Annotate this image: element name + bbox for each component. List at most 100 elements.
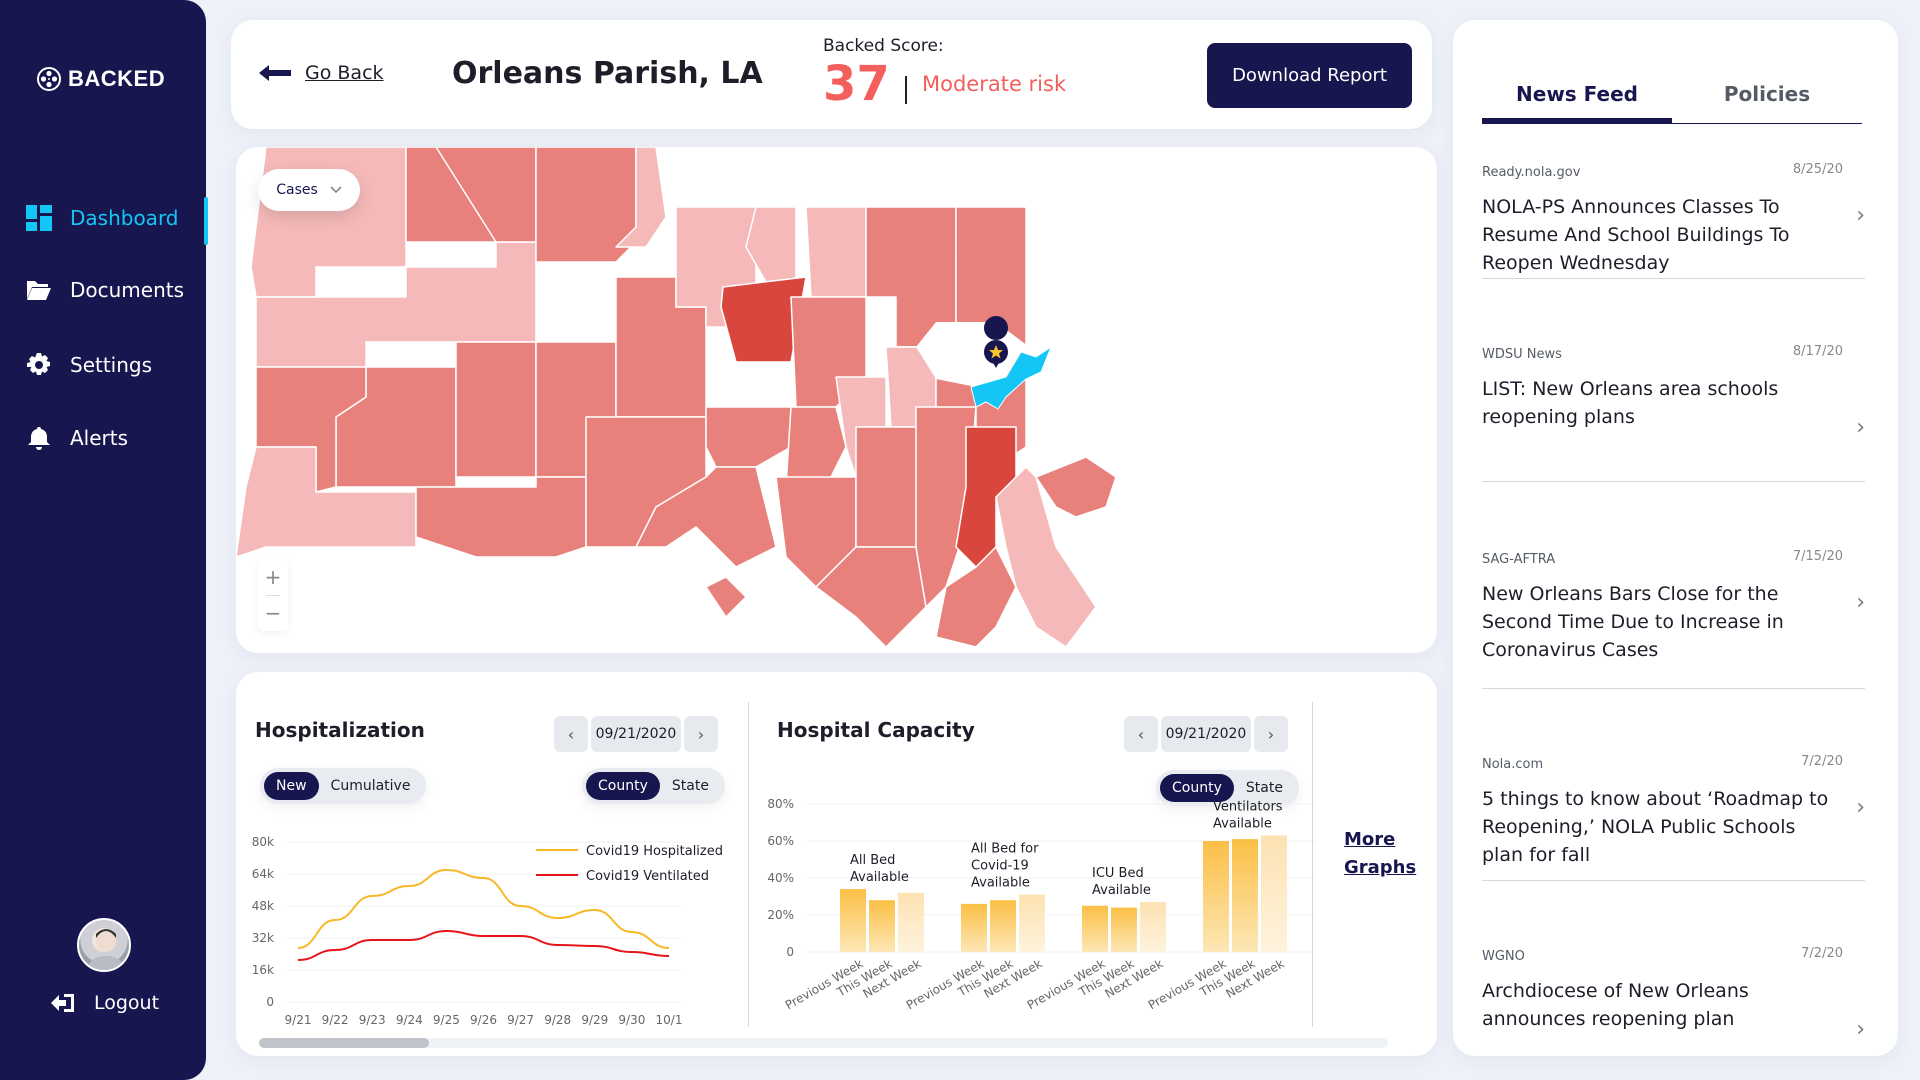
zoom-controls: + − [258, 559, 288, 631]
dashboard-icon [26, 205, 52, 231]
date-picker[interactable]: 09/21/2020 [1161, 716, 1251, 752]
map-card: Cases + − [236, 147, 1437, 653]
tab-policies[interactable]: Policies [1723, 82, 1811, 106]
brand-name: BACKED [68, 66, 166, 91]
metric-dropdown-value: Cases [276, 182, 318, 198]
news-divider [1482, 880, 1865, 881]
tab-news-feed[interactable]: News Feed [1482, 60, 1672, 124]
orleans-parish-selected [970, 345, 1053, 410]
bar [1203, 841, 1229, 952]
bar [1019, 894, 1045, 952]
bar [898, 892, 924, 952]
more-graphs-link[interactable]: More Graphs [1344, 829, 1417, 878]
x-tick-label: 9/23 [359, 1013, 386, 1027]
mode-toggle: New Cumulative [260, 768, 427, 804]
toggle-cumulative[interactable]: Cumulative [330, 778, 411, 794]
group-label: ICU Bed [1092, 866, 1144, 881]
chevron-right-icon[interactable]: › [1856, 1017, 1865, 1042]
bar [990, 900, 1016, 952]
news-divider [1482, 481, 1865, 482]
logout-button[interactable]: Logout [50, 992, 159, 1014]
prev-date-button[interactable]: ‹ [1124, 716, 1158, 752]
bar [1082, 905, 1108, 952]
toggle-county[interactable]: County [586, 772, 660, 800]
group-label: Available [850, 870, 909, 885]
x-tick-label: 9/25 [433, 1013, 460, 1027]
toggle-new[interactable]: New [264, 772, 319, 800]
user-avatar[interactable] [77, 918, 131, 972]
risk-level: Moderate risk [922, 72, 1067, 96]
next-date-button[interactable]: › [1254, 716, 1288, 752]
prev-date-button[interactable]: ‹ [554, 716, 588, 752]
toggle-state[interactable]: State [671, 778, 709, 794]
map-region [615, 147, 667, 248]
zoom-out-button[interactable]: − [264, 601, 282, 625]
map-region [720, 276, 807, 363]
x-tick-label: 9/21 [285, 1013, 312, 1027]
x-tick-label: 9/28 [544, 1013, 571, 1027]
sidebar-item-alerts[interactable]: Alerts [26, 425, 128, 451]
next-date-button[interactable]: › [684, 716, 718, 752]
x-tick-label: 9/30 [618, 1013, 645, 1027]
group-label: All Bed [850, 853, 895, 868]
y-tick-label: 60% [767, 834, 794, 848]
x-tick-label: 9/29 [581, 1013, 608, 1027]
sidebar-item-documents[interactable]: Documents [26, 278, 184, 302]
chart-divider [1312, 702, 1313, 1027]
capacity-date-nav: ‹ 09/21/2020 › [1124, 716, 1288, 752]
news-item[interactable]: WGNO 7/2/20 Archdiocese of New Orleans a… [1482, 946, 1865, 1069]
x-tick-label: 9/22 [322, 1013, 349, 1027]
map-region [705, 406, 792, 468]
news-item[interactable]: Nola.com 7/2/20 5 things to know about ‘… [1482, 754, 1865, 877]
y-tick-label: 0 [266, 995, 274, 1009]
y-tick-label: 40% [767, 871, 794, 885]
sidebar-item-dashboard[interactable]: Dashboard [26, 197, 208, 245]
group-label: Covid-19 [971, 859, 1029, 874]
y-tick-label: 16k [252, 963, 274, 977]
active-indicator [204, 197, 208, 245]
horizontal-scrollbar[interactable] [259, 1038, 1388, 1048]
news-source: WDSU News [1482, 347, 1562, 362]
y-tick-label: 0 [786, 945, 794, 959]
score-label: Backed Score: [823, 36, 944, 56]
map-region [705, 576, 747, 618]
download-report-button[interactable]: Download Report [1207, 43, 1412, 108]
news-divider [1482, 688, 1865, 689]
chart-divider [748, 702, 749, 1027]
news-item[interactable]: WDSU News 8/17/20 LIST: New Orleans area… [1482, 344, 1865, 467]
news-item[interactable]: SAG-AFTRA 7/15/20 New Orleans Bars Close… [1482, 549, 1865, 672]
sidebar-item-label: Alerts [70, 426, 129, 450]
news-headline: New Orleans Bars Close for the Second Ti… [1482, 583, 1784, 661]
score-value: 37 [823, 56, 890, 112]
parish-map[interactable] [236, 147, 1437, 653]
series-line-0 [297, 868, 670, 949]
go-back-link[interactable]: Go Back [259, 62, 384, 84]
news-date: 8/17/20 [1792, 344, 1843, 359]
bar [840, 889, 866, 952]
folder-icon [27, 281, 51, 300]
map-region [805, 206, 867, 298]
brand-logo[interactable]: BACKED [36, 66, 165, 92]
y-tick-label: 80k [252, 835, 274, 849]
zoom-in-button[interactable]: + [264, 565, 282, 589]
scrollbar-thumb[interactable] [259, 1038, 429, 1048]
chevron-right-icon[interactable]: › [1856, 203, 1865, 228]
chevron-right-icon[interactable]: › [1856, 415, 1865, 440]
map-region [785, 406, 847, 488]
chevron-right-icon[interactable]: › [1856, 590, 1865, 615]
sidebar-item-settings[interactable]: Settings [26, 352, 152, 378]
map-region [635, 466, 777, 568]
gear-icon [27, 353, 50, 375]
x-tick-label: 10/1 [656, 1013, 683, 1027]
group-label: Ventilators [1213, 799, 1283, 814]
page-title: Orleans Parish, LA [452, 56, 763, 91]
group-label: Available [971, 876, 1030, 891]
map-region [995, 466, 1097, 648]
toggle-state[interactable]: State [1245, 780, 1283, 796]
toggle-county[interactable]: County [1160, 774, 1234, 802]
chevron-right-icon[interactable]: › [1856, 795, 1865, 820]
date-picker[interactable]: 09/21/2020 [591, 716, 681, 752]
metric-dropdown[interactable]: Cases [258, 169, 360, 211]
location-marker[interactable] [984, 316, 1009, 368]
news-item[interactable]: Ready.nola.gov 8/25/20 NOLA-PS Announces… [1482, 162, 1865, 285]
